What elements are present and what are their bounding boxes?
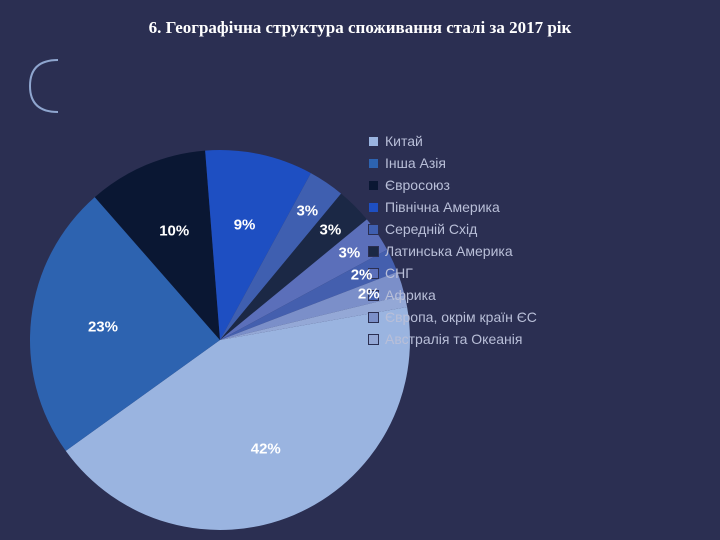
legend-label: Китай: [385, 130, 423, 152]
legend-item: Середній Схід: [368, 218, 537, 240]
slide: 6. Географічна структура споживання стал…: [0, 0, 720, 540]
legend-label: СНГ: [385, 262, 413, 284]
pie-slice-label: 9%: [234, 216, 256, 233]
legend-label: Північна Америка: [385, 196, 500, 218]
pie-slice-label: 23%: [88, 318, 118, 335]
legend-swatch: [368, 312, 379, 323]
pie-slice-label: 2%: [358, 285, 380, 302]
legend-item: Європа, окрім країн ЄС: [368, 306, 537, 328]
legend-swatch: [368, 246, 379, 257]
pie-slice-label: 3%: [320, 222, 342, 239]
pie-slice-label: 42%: [251, 440, 281, 457]
legend-item: Євросоюз: [368, 174, 537, 196]
legend-label: Європа, окрім країн ЄС: [385, 306, 537, 328]
legend: КитайІнша АзіяЄвросоюзПівнічна АмерикаСе…: [368, 130, 537, 350]
legend-swatch: [368, 202, 379, 213]
legend-item: Африка: [368, 284, 537, 306]
legend-swatch: [368, 136, 379, 147]
pie-slice-label: 10%: [159, 223, 189, 240]
legend-label: Австралія та Океанія: [385, 328, 522, 350]
legend-swatch: [368, 158, 379, 169]
legend-item: Інша Азія: [368, 152, 537, 174]
legend-label: Євросоюз: [385, 174, 450, 196]
legend-item: Австралія та Океанія: [368, 328, 537, 350]
legend-label: Африка: [385, 284, 436, 306]
legend-label: Середній Схід: [385, 218, 477, 240]
legend-item: Латинська Америка: [368, 240, 537, 262]
legend-swatch: [368, 180, 379, 191]
legend-item: Північна Америка: [368, 196, 537, 218]
legend-label: Латинська Америка: [385, 240, 513, 262]
legend-label: Інша Азія: [385, 152, 446, 174]
pie-slice-label: 3%: [296, 202, 318, 219]
pie-slice-label: 2%: [351, 266, 373, 283]
legend-swatch: [368, 224, 379, 235]
legend-item: Китай: [368, 130, 537, 152]
pie-slice-label: 3%: [339, 245, 361, 262]
legend-swatch: [368, 334, 379, 345]
legend-item: СНГ: [368, 262, 537, 284]
